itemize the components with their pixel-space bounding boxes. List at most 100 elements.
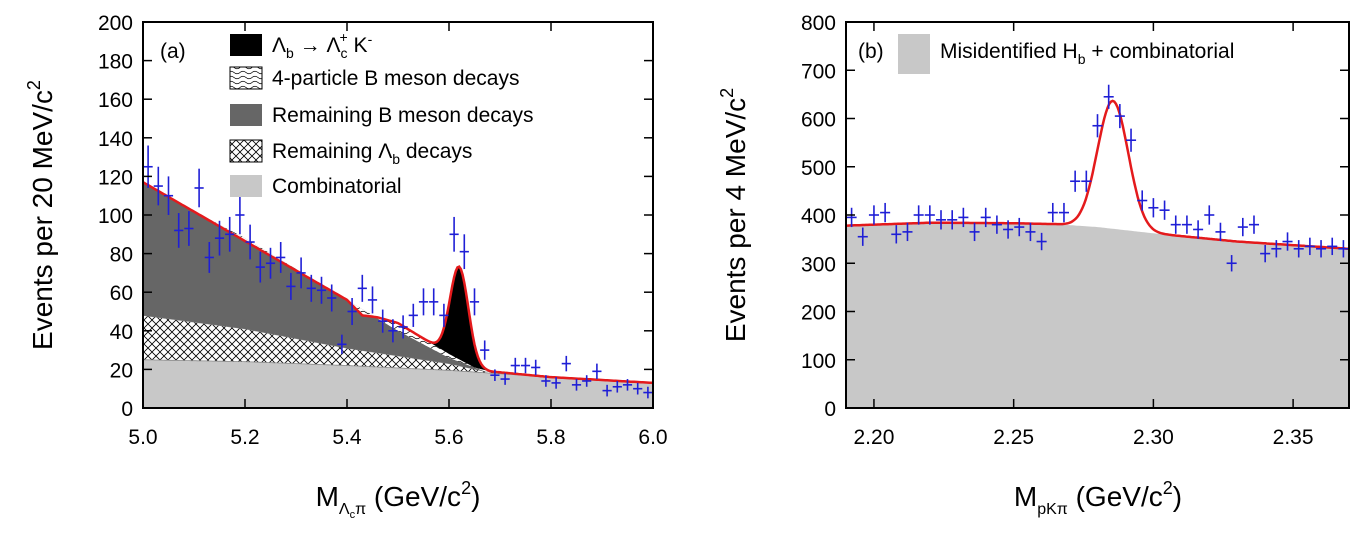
- y-tick-label: 60: [110, 282, 133, 305]
- data-point: [480, 340, 490, 360]
- data-point: [225, 216, 235, 252]
- data-point: [1215, 222, 1226, 242]
- data-point: [204, 242, 214, 273]
- y-tick-label: 120: [98, 166, 133, 189]
- data-point: [378, 309, 388, 333]
- data-point: [163, 176, 174, 215]
- data-point: [286, 272, 296, 300]
- data-point: [418, 288, 429, 316]
- data-point: [194, 168, 204, 208]
- y-tick-label: 200: [98, 12, 133, 35]
- data-point: [880, 202, 891, 223]
- data-point: [602, 384, 612, 397]
- data-point: [1058, 202, 1069, 223]
- legend-swatch-background: [898, 34, 930, 74]
- data-point: [429, 288, 439, 316]
- panel-b-legend: Misidentified Hb + combinatorial: [898, 34, 1234, 74]
- data-point: [1092, 114, 1103, 138]
- x-tick-label: 2.30: [1133, 426, 1174, 449]
- panel-a-ylabel: Events per 20 MeV/c2: [24, 80, 58, 350]
- data-point: [1036, 232, 1047, 251]
- panel-a-legend: Λb → Λc+ K- 4-particle B meson decays Re…: [229, 29, 533, 198]
- data-point: [1070, 170, 1081, 192]
- panel-b-ylabel: Events per 4 MeV/c2: [717, 88, 751, 342]
- data-point: [500, 373, 510, 385]
- data-point: [969, 222, 980, 242]
- panel-b-components: [846, 222, 1349, 408]
- y-tick-label: 100: [801, 350, 836, 373]
- data-point: [913, 205, 924, 225]
- data-point: [306, 274, 316, 302]
- data-point: [1081, 170, 1092, 192]
- data-point: [1025, 222, 1036, 242]
- y-tick-label: 40: [110, 321, 133, 344]
- data-point: [1304, 237, 1315, 256]
- x-tick-label: 5.6: [434, 426, 463, 449]
- panel-b-label: (b): [858, 40, 884, 63]
- data-point: [296, 257, 306, 289]
- data-point: [255, 251, 265, 283]
- data-point: [592, 363, 602, 380]
- data-point: [388, 319, 398, 343]
- legend-label-background: Misidentified Hb + combinatorial: [940, 40, 1234, 67]
- legend-label-lambdab: Remaining Λb decays: [272, 140, 472, 167]
- data-point: [367, 286, 378, 314]
- data-point: [510, 357, 520, 374]
- data-point: [1126, 128, 1137, 152]
- data-point: [902, 222, 913, 242]
- area-background: [846, 222, 1349, 408]
- x-tick-label: 5.4: [332, 426, 362, 449]
- data-point: [347, 297, 357, 326]
- data-point: [184, 211, 194, 246]
- legend-swatch-lambdab: [229, 139, 263, 163]
- x-tick-label: 5.8: [536, 426, 565, 449]
- data-point: [316, 276, 327, 304]
- panel-b-data-points: [846, 84, 1349, 272]
- data-point: [459, 234, 469, 270]
- legend-swatch-fourbody: [229, 66, 263, 90]
- y-tick-label: 700: [801, 60, 836, 83]
- data-point: [276, 242, 286, 273]
- data-point: [327, 284, 337, 312]
- data-point: [1226, 255, 1237, 272]
- panel-a-xlabel: MΛcπ (GeV/c2): [316, 478, 481, 521]
- x-tick-label: 5.0: [128, 426, 157, 449]
- panel-a-ticks: 5.0 5.2 5.4 5.6 5.8 6.0 0 20 40 60 80 100 120 140 160 1…: [98, 12, 668, 449]
- legend-label-fourbody: 4-particle B meson decays: [272, 67, 519, 90]
- area-remaining-bmeson: [143, 182, 653, 383]
- data-point: [1316, 240, 1327, 258]
- data-point: [449, 216, 459, 252]
- data-point: [541, 375, 551, 387]
- data-point: [1327, 237, 1338, 256]
- data-point: [958, 207, 969, 228]
- data-point: [490, 369, 500, 381]
- data-point: [531, 359, 541, 376]
- data-point: [1103, 84, 1114, 109]
- x-tick-label: 2.35: [1273, 426, 1314, 449]
- data-point: [868, 205, 879, 225]
- data-point: [174, 213, 184, 248]
- data-point: [1282, 232, 1293, 251]
- data-point: [1148, 198, 1159, 218]
- data-point: [408, 303, 418, 327]
- y-tick-label: 200: [801, 302, 836, 325]
- data-point: [1181, 215, 1192, 234]
- data-point: [1338, 240, 1349, 258]
- data-point: [891, 225, 902, 244]
- data-point: [561, 355, 571, 372]
- legend-label-bmeson: Remaining B meson decays: [272, 104, 533, 127]
- data-point: [235, 195, 245, 235]
- data-point: [153, 166, 163, 206]
- y-tick-label: 0: [121, 398, 133, 421]
- data-point: [265, 247, 276, 279]
- data-point: [1260, 244, 1271, 263]
- data-point: [924, 205, 935, 225]
- y-tick-label: 160: [98, 89, 133, 112]
- data-point: [633, 382, 643, 395]
- data-point: [1193, 220, 1204, 239]
- panel-a-data-points: [143, 145, 653, 399]
- legend-label-combinatorial: Combinatorial: [272, 175, 402, 198]
- data-point: [1170, 215, 1181, 234]
- data-point: [1159, 200, 1170, 220]
